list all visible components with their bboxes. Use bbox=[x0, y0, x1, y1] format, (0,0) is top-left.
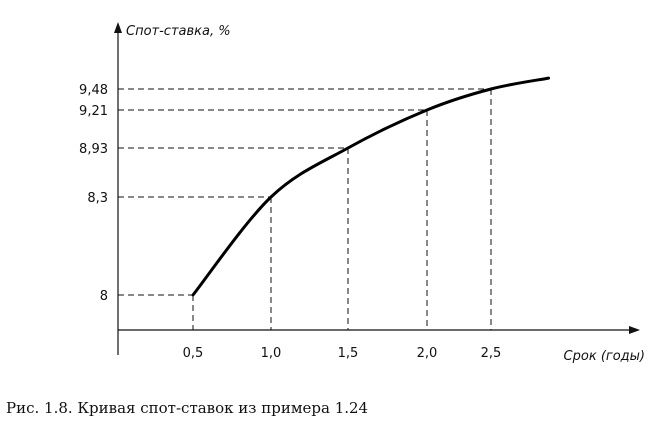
y-axis-title: Спот-ставка, % bbox=[126, 24, 231, 39]
x-axis-title: Срок (годы) bbox=[564, 349, 645, 364]
reference-lines bbox=[118, 88, 492, 330]
x-tick-labels: 0,5 1,0 1,5 2,0 2,5 bbox=[183, 346, 502, 361]
y-tick-label: 8,93 bbox=[79, 142, 108, 157]
y-tick-label: 9,21 bbox=[79, 104, 108, 119]
spot-rate-chart: 8 8,3 8,93 9,21 9,48 0,5 1,0 1,5 2,0 2,5 Спот-ст… bbox=[79, 22, 645, 364]
spot-rate-curve bbox=[191, 76, 551, 297]
x-axis-arrow bbox=[629, 326, 640, 334]
x-tick-label: 1,0 bbox=[261, 346, 282, 361]
y-tick-label: 9,48 bbox=[79, 83, 108, 98]
y-tick-label: 8 bbox=[100, 289, 108, 304]
x-tick-label: 2,0 bbox=[417, 346, 438, 361]
y-tick-labels: 8 8,3 8,93 9,21 9,48 bbox=[79, 83, 108, 304]
y-tick-label: 8,3 bbox=[87, 191, 108, 206]
figure-caption: Рис. 1.8. Кривая спот-ставок из примера … bbox=[6, 399, 369, 417]
x-tick-label: 1,5 bbox=[338, 346, 359, 361]
y-axis-arrow bbox=[114, 22, 122, 33]
x-tick-label: 2,5 bbox=[481, 346, 502, 361]
x-tick-label: 0,5 bbox=[183, 346, 204, 361]
